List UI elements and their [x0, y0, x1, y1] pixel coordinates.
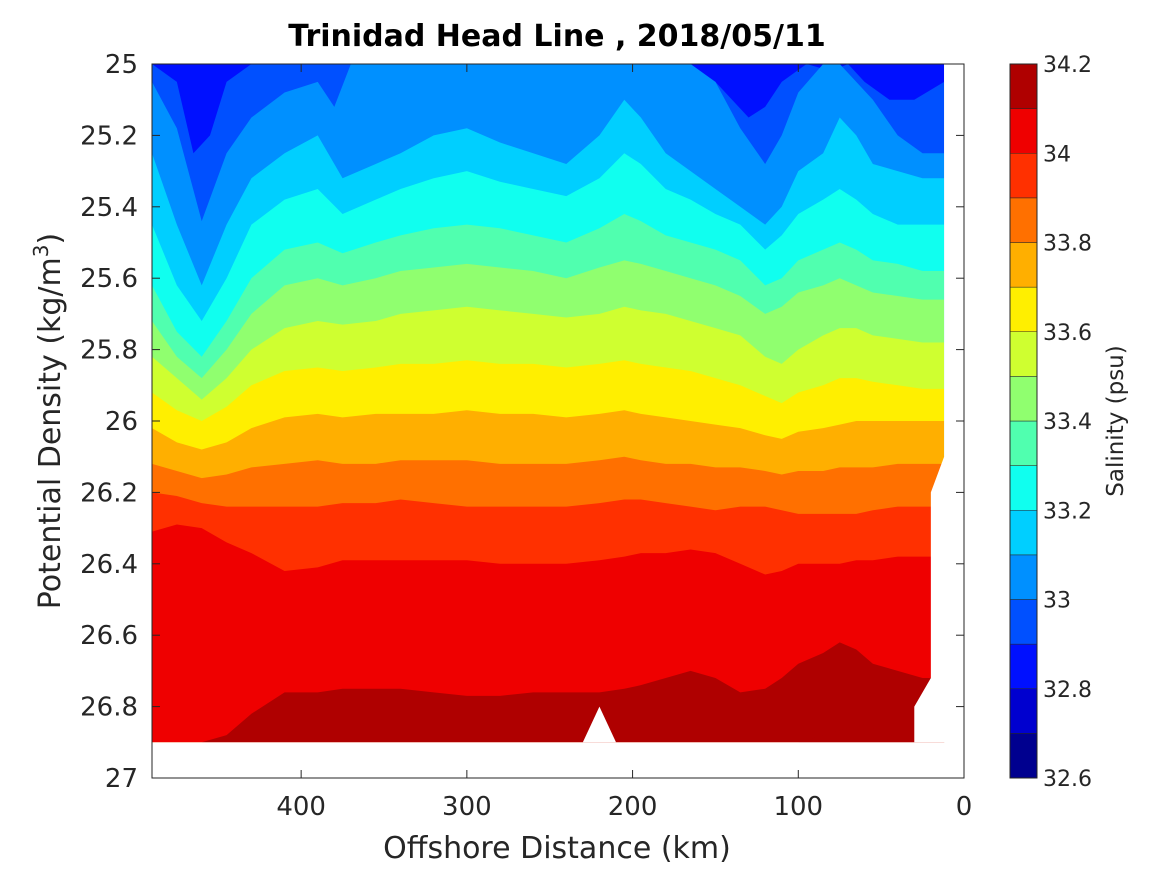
colorbar-segment — [1009, 554, 1038, 600]
nearshore-no-data — [914, 64, 964, 743]
colorbar-segment — [1009, 510, 1038, 556]
y-tick-label: 26.8 — [80, 693, 138, 723]
y-axis-label-close: ) — [33, 233, 68, 245]
colorbar-tick-label: 33.4 — [1043, 410, 1092, 435]
y-tick-label: 25.2 — [80, 121, 138, 151]
y-tick-label: 25.8 — [80, 336, 138, 366]
below-data-blank — [152, 742, 964, 778]
colorbar-tick-label: 33.8 — [1043, 232, 1092, 257]
colorbar-tick-label: 34 — [1043, 142, 1071, 167]
contour-band-34 — [152, 524, 945, 743]
colorbar-segment — [1009, 242, 1038, 288]
colorbar-segment — [1009, 733, 1038, 779]
colorbar-frame — [1009, 63, 1038, 779]
colorbar-ticks: 34.2 34 33.8 33.6 33.4 33.2 33 32.8 32.6 — [1043, 53, 1092, 792]
contour-band-34-1 — [152, 642, 945, 743]
salinity-contour-fills — [152, 64, 964, 778]
y-axis-ticks: 25 25.2 25.4 25.6 25.8 26 26.2 26.4 26.6 26.8 27 — [80, 50, 964, 794]
colorbar-segment — [1009, 643, 1038, 689]
x-tick-label: 0 — [956, 792, 973, 822]
y-tick-label: 25 — [105, 50, 138, 80]
y-axis-label-main: Potential Density (kg/m — [33, 257, 68, 609]
y-tick-label: 26.4 — [80, 550, 138, 580]
chart-title: Trinidad Head Line , 2018/05/11 — [288, 19, 825, 54]
y-tick-label: 25.4 — [80, 193, 138, 223]
x-axis-label: Offshore Distance (km) — [383, 831, 731, 866]
colorbar-segment — [1009, 465, 1038, 511]
x-tick-label: 200 — [608, 792, 658, 822]
x-tick-label: 300 — [442, 792, 492, 822]
colorbar-tick-label: 33 — [1043, 589, 1071, 614]
x-axis-ticks: 400 300 200 100 0 — [276, 64, 972, 822]
y-axis-label: Potential Density (kg/m3) — [29, 233, 68, 609]
colorbar-segment — [1009, 376, 1038, 422]
y-tick-label: 27 — [105, 764, 138, 794]
y-tick-label: 26 — [105, 407, 138, 437]
colorbar-tick-label: 33.6 — [1043, 321, 1092, 346]
colorbar-segment — [1009, 153, 1038, 199]
x-tick-label: 100 — [773, 792, 823, 822]
contour-band-34-2 — [798, 724, 915, 743]
colorbar-tick-label: 34.2 — [1043, 53, 1092, 78]
data-gap-notch — [582, 706, 616, 743]
colorbar-tick-label: 33.2 — [1043, 499, 1092, 524]
x-tick-label: 400 — [276, 792, 326, 822]
y-axis-label-superscript: 3 — [29, 244, 53, 257]
y-tick-label: 26.2 — [80, 478, 138, 508]
colorbar-segment — [1009, 599, 1038, 645]
colorbar-segment — [1009, 108, 1038, 154]
colorbar-segment — [1009, 63, 1038, 109]
y-tick-label: 25.6 — [80, 264, 138, 294]
colorbar-tick-label: 32.8 — [1043, 678, 1092, 703]
colorbar-tick-label: 32.6 — [1043, 767, 1092, 792]
y-tick-label: 26.6 — [80, 621, 138, 651]
colorbar-segment — [1009, 197, 1038, 243]
colorbar-label: Salinity (psu) — [1103, 345, 1129, 497]
colorbar — [1009, 63, 1038, 779]
colorbar-segment — [1009, 331, 1038, 377]
colorbar-segment — [1009, 688, 1038, 734]
colorbar-segment — [1009, 286, 1038, 332]
colorbar-segment — [1009, 420, 1038, 466]
